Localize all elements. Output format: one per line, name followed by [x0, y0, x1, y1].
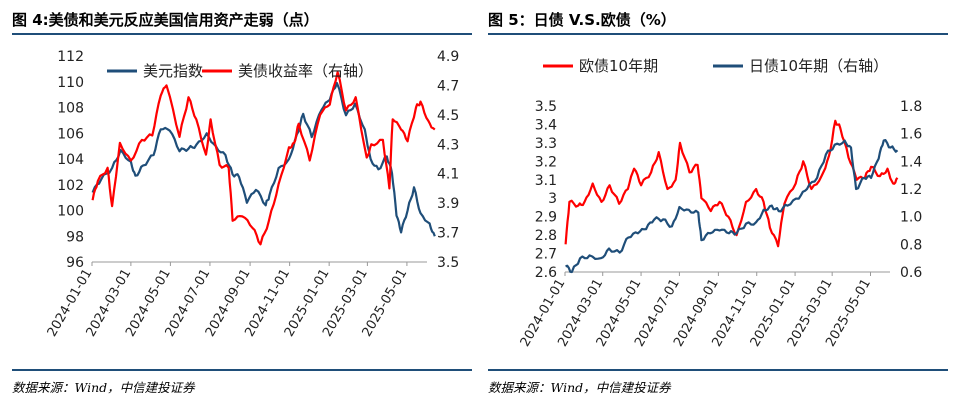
figure-4-panel: 图 4:美债和美元反应美国信用资产走弱（点） 96 98 100 102 104 106 1…	[12, 0, 484, 408]
figure-5-source: 数据来源：Wind，中信建投证券	[488, 380, 671, 395]
y-left-tick-label: 2.9	[535, 210, 557, 226]
figure-4-chart: 96 98 100 102 104 106 108 110 112 3.5 3.7 3.9 4.1 4.3…	[45, 49, 460, 339]
y-left-tick-label: 100	[57, 204, 84, 220]
figure-5-top-rule	[488, 33, 948, 35]
legend-label-0: 欧债10年期	[579, 57, 658, 75]
y-right-tick-label: 4.5	[437, 108, 459, 124]
figure-4-bottom-rule	[12, 369, 472, 371]
figure-5-bottom-rule	[488, 369, 948, 371]
y-left-tick-label: 3.1	[535, 173, 557, 189]
y-left-tick-label: 3.2	[535, 154, 557, 170]
y-right-tick-label: 3.7	[437, 226, 459, 242]
figure-4-title: 图 4:美债和美元反应美国信用资产走弱（点）	[12, 11, 319, 29]
y-right-tick-label: 0.8	[900, 237, 922, 253]
series-line-0	[91, 81, 436, 237]
y-left-tick-label: 104	[57, 152, 84, 168]
y-left-tick-label: 102	[57, 178, 84, 194]
figure-5-title: 图 5：日债 V.S.欧债（%）	[488, 11, 676, 29]
series-line-1	[565, 139, 899, 274]
y-right-tick-label: 1.0	[900, 210, 922, 226]
y-left-tick-label: 3.5	[535, 99, 557, 115]
y-left-tick-label: 96	[66, 255, 84, 271]
legend-label-1: 美债收益率（右轴）	[238, 62, 373, 80]
figure-4-source: 数据来源：Wind，中信建投证券	[12, 380, 195, 395]
y-left-tick-label: 2.7	[535, 247, 557, 263]
series-line-1	[91, 71, 436, 246]
figure-4-top-rule	[12, 33, 472, 35]
y-right-tick-label: 1.8	[900, 99, 922, 115]
y-right-tick-label: 1.2	[900, 182, 922, 198]
y-right-tick-label: 4.1	[437, 167, 459, 183]
y-left-tick-label: 3	[548, 191, 557, 207]
y-right-tick-label: 4.7	[437, 78, 459, 94]
y-left-tick-label: 3.3	[535, 136, 557, 152]
legend-label-1: 日债10年期（右轴）	[749, 57, 888, 75]
y-right-tick-label: 3.5	[437, 255, 459, 271]
y-right-tick-label: 1.4	[900, 154, 922, 170]
y-right-tick-label: 4.9	[437, 49, 459, 65]
y-left-tick-label: 3.4	[535, 117, 557, 133]
y-left-tick-label: 112	[57, 49, 84, 65]
y-left-tick-label: 108	[57, 101, 84, 117]
legend-label-0: 美元指数	[143, 62, 203, 80]
y-right-tick-label: 0.6	[900, 265, 922, 281]
series-line-0	[564, 119, 899, 248]
y-left-tick-label: 110	[57, 75, 84, 91]
y-right-tick-label: 4.3	[437, 137, 459, 153]
y-left-tick-label: 2.8	[535, 228, 557, 244]
figure-5-panel: 图 5：日债 V.S.欧债（%） 2.6 2.7 2.8 2.9 3 3.1 3.2 3.3 3…	[488, 0, 960, 408]
y-left-tick-label: 2.6	[535, 265, 557, 281]
y-left-tick-label: 98	[66, 229, 84, 245]
y-right-tick-label: 3.9	[437, 196, 459, 212]
y-right-tick-label: 1.6	[900, 127, 922, 143]
figure-5-chart: 2.6 2.7 2.8 2.9 3 3.1 3.2 3.3 3.4 3.5 0.6 0.8 1.0 1.2…	[518, 57, 923, 349]
y-left-tick-label: 106	[57, 126, 84, 142]
